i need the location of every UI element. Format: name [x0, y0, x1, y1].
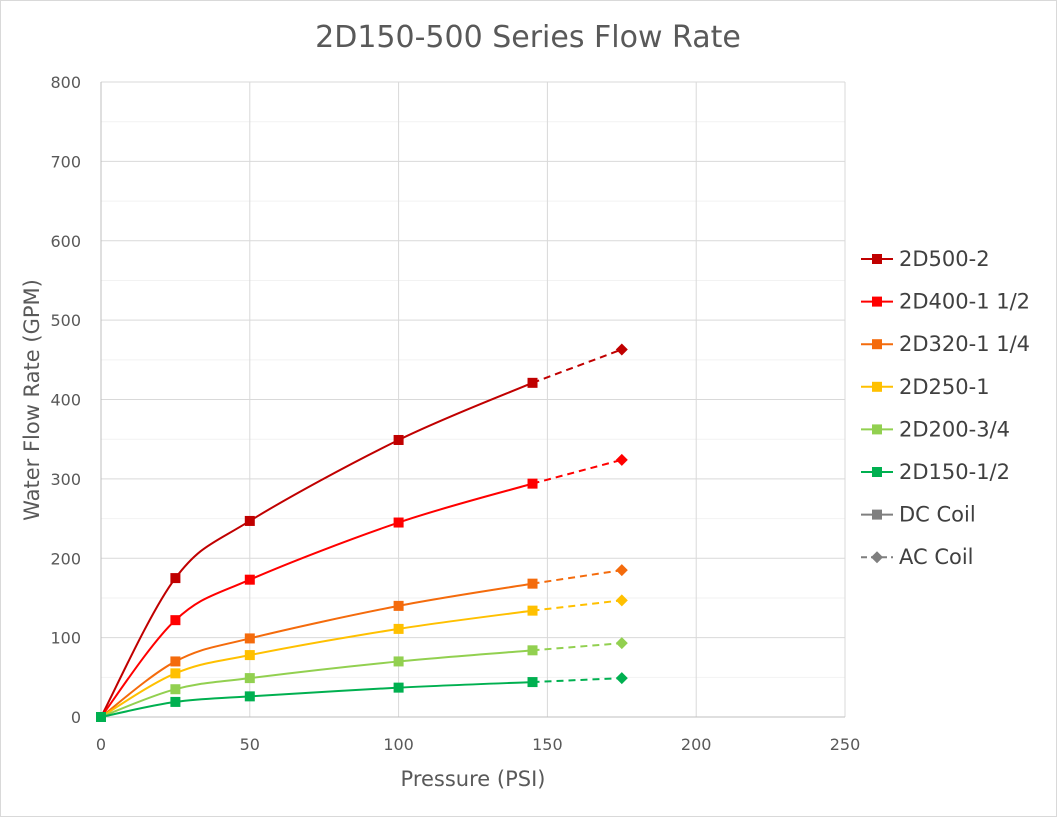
- legend-entry: 2D200-3/4: [861, 417, 1010, 441]
- chart-title: 2D150-500 Series Flow Rate: [315, 20, 741, 55]
- legend-marker: [872, 424, 882, 435]
- grid: [101, 81, 846, 717]
- dc-coil-point: [527, 478, 538, 489]
- ac-coil-line: [532, 458, 623, 485]
- ac-coil-point: [615, 594, 628, 607]
- dc-coil-point: [96, 712, 106, 722]
- dc-coil-point: [393, 600, 404, 611]
- ac-coil-line: [532, 599, 622, 612]
- series-4: [96, 637, 628, 722]
- ac-coil-point: [615, 453, 628, 466]
- dc-coil-point: [170, 684, 181, 695]
- dc-coil-point: [393, 623, 404, 634]
- y-tick-label: 500: [50, 311, 81, 330]
- dc-coil-point: [244, 515, 255, 526]
- legend-entry: 2D150-1/2: [861, 460, 1010, 484]
- y-axis-label: Water Flow Rate (GPM): [20, 279, 44, 521]
- dc-coil-point: [393, 517, 404, 528]
- dc-coil-point: [527, 605, 538, 616]
- dc-coil-point: [170, 668, 181, 679]
- legend-entry: 2D250-1: [861, 375, 990, 399]
- series-layer: [96, 343, 628, 722]
- dc-coil-point: [393, 682, 404, 693]
- ac-coil-point: [615, 672, 628, 685]
- legend-marker: [872, 509, 882, 520]
- legend-entry: 2D400-1 1/2: [861, 290, 1030, 314]
- dc-coil-point: [527, 645, 538, 656]
- legend-marker: [871, 551, 883, 564]
- ac-coil-point: [615, 343, 628, 356]
- y-tick-label: 100: [50, 629, 81, 648]
- legend-entry: 2D320-1 1/4: [861, 332, 1030, 356]
- legend-marker: [872, 254, 882, 264]
- legend-label: AC Coil: [899, 545, 974, 569]
- dc-coil-point: [244, 673, 255, 684]
- legend-label: 2D500-2: [899, 247, 990, 271]
- dc-coil-point: [393, 656, 404, 667]
- dc-coil-point: [244, 633, 255, 644]
- legend-label: 2D200-3/4: [899, 417, 1010, 441]
- ac-coil-line: [532, 348, 623, 384]
- dc-coil-point: [244, 691, 255, 702]
- x-tick-label: 100: [383, 735, 414, 754]
- legend-marker: [872, 467, 882, 477]
- dc-coil-point: [393, 434, 404, 445]
- ac-coil-line: [532, 569, 622, 585]
- legend-entry: AC Coil: [861, 545, 974, 569]
- x-tick-label: 200: [681, 735, 712, 754]
- legend-label: 2D150-1/2: [899, 460, 1010, 484]
- legend-marker: [872, 339, 882, 350]
- y-tick-label: 300: [50, 470, 81, 489]
- dc-coil-point: [527, 578, 538, 589]
- y-tick-label: 600: [50, 232, 81, 251]
- dc-coil-point: [170, 656, 181, 667]
- dc-coil-point: [170, 573, 181, 584]
- dc-coil-point: [527, 377, 538, 388]
- dc-coil-point: [170, 615, 181, 626]
- y-tick-label: 400: [50, 391, 81, 410]
- dc-coil-line: [100, 582, 533, 718]
- ac-coil-point: [615, 637, 628, 650]
- axes: 0 100 200 300 400 500 600 700 800 0 50 100 150 200 250: [50, 73, 860, 754]
- y-tick-label: 700: [50, 152, 81, 171]
- ac-coil-line: [532, 677, 622, 684]
- dc-coil-line: [100, 681, 533, 718]
- series-5: [96, 672, 628, 722]
- y-tick-label: 200: [50, 549, 81, 568]
- legend-entry: DC Coil: [861, 503, 976, 527]
- x-tick-label: 250: [830, 735, 861, 754]
- dc-coil-point: [244, 650, 255, 661]
- y-tick-label: 800: [50, 73, 81, 92]
- legend: 2D500-2 2D400-1 1/2 2D320-1 1/4 2D250-1 2D20…: [861, 247, 1030, 569]
- y-tick-label: 0: [71, 708, 81, 727]
- ac-coil-line: [532, 642, 622, 652]
- x-tick-label: 50: [240, 735, 260, 754]
- dc-coil-line: [100, 381, 533, 718]
- legend-marker: [872, 381, 882, 392]
- dc-coil-point: [170, 696, 181, 707]
- legend-label: 2D400-1 1/2: [899, 290, 1030, 314]
- legend-marker: [872, 296, 882, 307]
- legend-label: 2D250-1: [899, 375, 990, 399]
- x-tick-label: 0: [96, 735, 106, 754]
- legend-entry: 2D500-2: [861, 247, 990, 271]
- legend-label: 2D320-1 1/4: [899, 332, 1030, 356]
- dc-coil-line: [100, 609, 533, 718]
- dc-coil-point: [244, 574, 255, 585]
- dc-coil-line: [100, 649, 533, 718]
- dc-coil-point: [527, 677, 538, 688]
- ac-coil-point: [615, 564, 628, 577]
- x-tick-label: 150: [532, 735, 563, 754]
- x-axis-label: Pressure (PSI): [401, 767, 546, 791]
- legend-label: DC Coil: [899, 503, 976, 527]
